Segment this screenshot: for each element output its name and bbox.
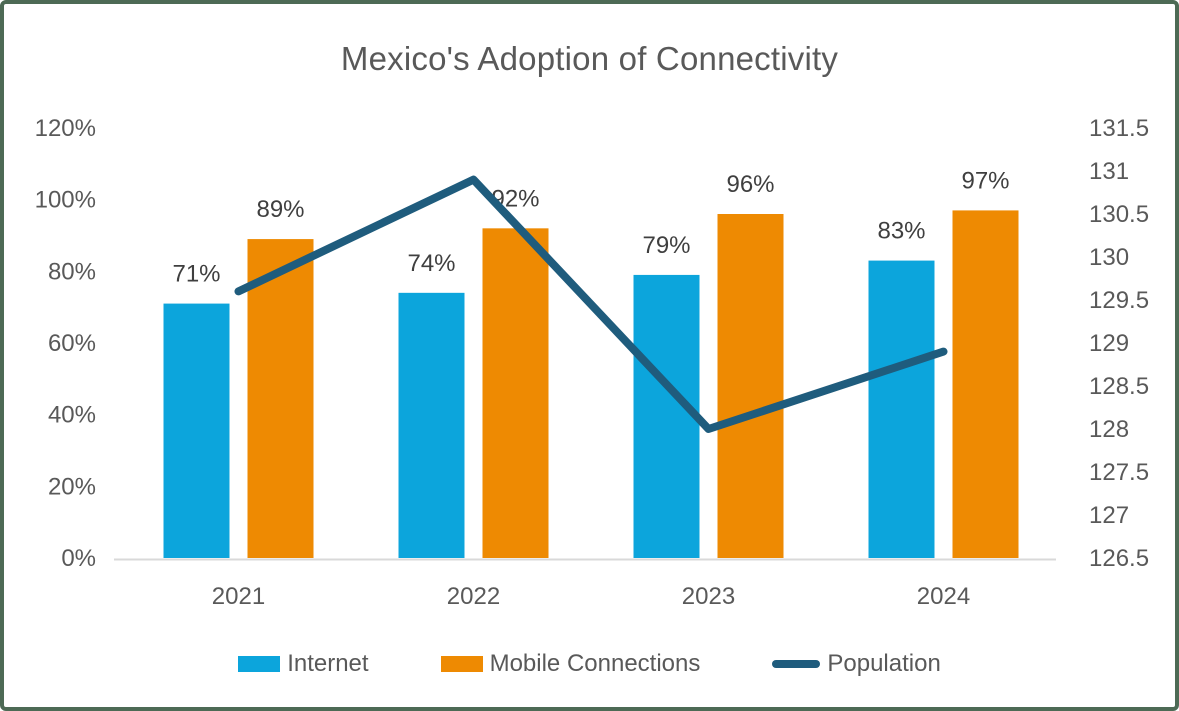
data-label: 71%	[172, 261, 220, 288]
right-axis-tick-label: 129.5	[1089, 287, 1149, 314]
data-label: 74%	[407, 250, 455, 277]
chart-legend: Internet Mobile Connections Population	[4, 642, 1175, 686]
population-line	[234, 175, 948, 433]
legend-label-population: Population	[827, 650, 941, 677]
data-label: 89%	[256, 196, 304, 223]
legend-item-internet: Internet	[238, 650, 369, 678]
left-axis-tick-label: 120%	[35, 115, 96, 142]
bar-internet-2023	[633, 274, 700, 558]
data-label: 96%	[726, 171, 774, 198]
right-axis-tick-label: 129	[1089, 330, 1129, 357]
legend-item-population: Population	[772, 650, 941, 678]
bar-internet-2024	[868, 260, 935, 558]
chart-title: Mexico's Adoption of Connectivity	[340, 40, 839, 77]
bar-internet-2021	[163, 303, 230, 558]
right-axis-tick-label: 130.5	[1089, 201, 1149, 228]
data-label: 79%	[642, 232, 690, 259]
x-axis-label-2022: 2022	[447, 583, 500, 610]
left-axis-tick-label: 100%	[35, 187, 96, 214]
left-axis-tick-label: 40%	[48, 402, 96, 429]
right-axis-tick-label: 130	[1089, 244, 1129, 271]
legend-item-mobile-connections: Mobile Connections	[440, 650, 701, 678]
bar-mobile-connections-2024	[952, 210, 1019, 558]
right-axis-tick-label: 127	[1089, 502, 1129, 529]
right-axis-tick-label: 126.5	[1089, 545, 1149, 572]
data-label: 83%	[877, 218, 925, 245]
legend-label-mobile-connections: Mobile Connections	[489, 650, 701, 677]
left-axis-tick-label: 60%	[48, 330, 96, 357]
legend-label-internet: Internet	[287, 650, 369, 677]
internet-legend-swatch	[238, 656, 281, 672]
bar-mobile-connections-2023	[717, 214, 784, 558]
bar-mobile-connections-2022	[482, 228, 549, 559]
population-legend-line-swatch	[772, 660, 821, 668]
x-axis-label-2023: 2023	[682, 583, 735, 610]
right-axis-tick-label: 131.5	[1089, 115, 1149, 142]
left-axis-tick-label: 0%	[61, 545, 96, 572]
mobile-connections-legend-swatch	[440, 656, 483, 672]
left-axis-tick-label: 80%	[48, 258, 96, 285]
x-axis-label-2021: 2021	[212, 583, 265, 610]
right-axis-tick-label: 128.5	[1089, 373, 1149, 400]
data-label: 97%	[961, 167, 1009, 194]
bar-mobile-connections-2021	[247, 239, 314, 559]
right-axis-tick-label: 128	[1089, 416, 1129, 443]
right-axis-tick-label: 131	[1089, 158, 1129, 185]
x-axis-label-2024: 2024	[917, 583, 970, 610]
bar-internet-2022	[398, 292, 465, 558]
left-axis-tick-label: 20%	[48, 473, 96, 500]
chart-canvas: 0% 20% 40% 60% 80% 100% 120% 126.5 127 127.5 128 12…	[35, 115, 1149, 610]
right-axis-tick-label: 127.5	[1089, 459, 1149, 486]
